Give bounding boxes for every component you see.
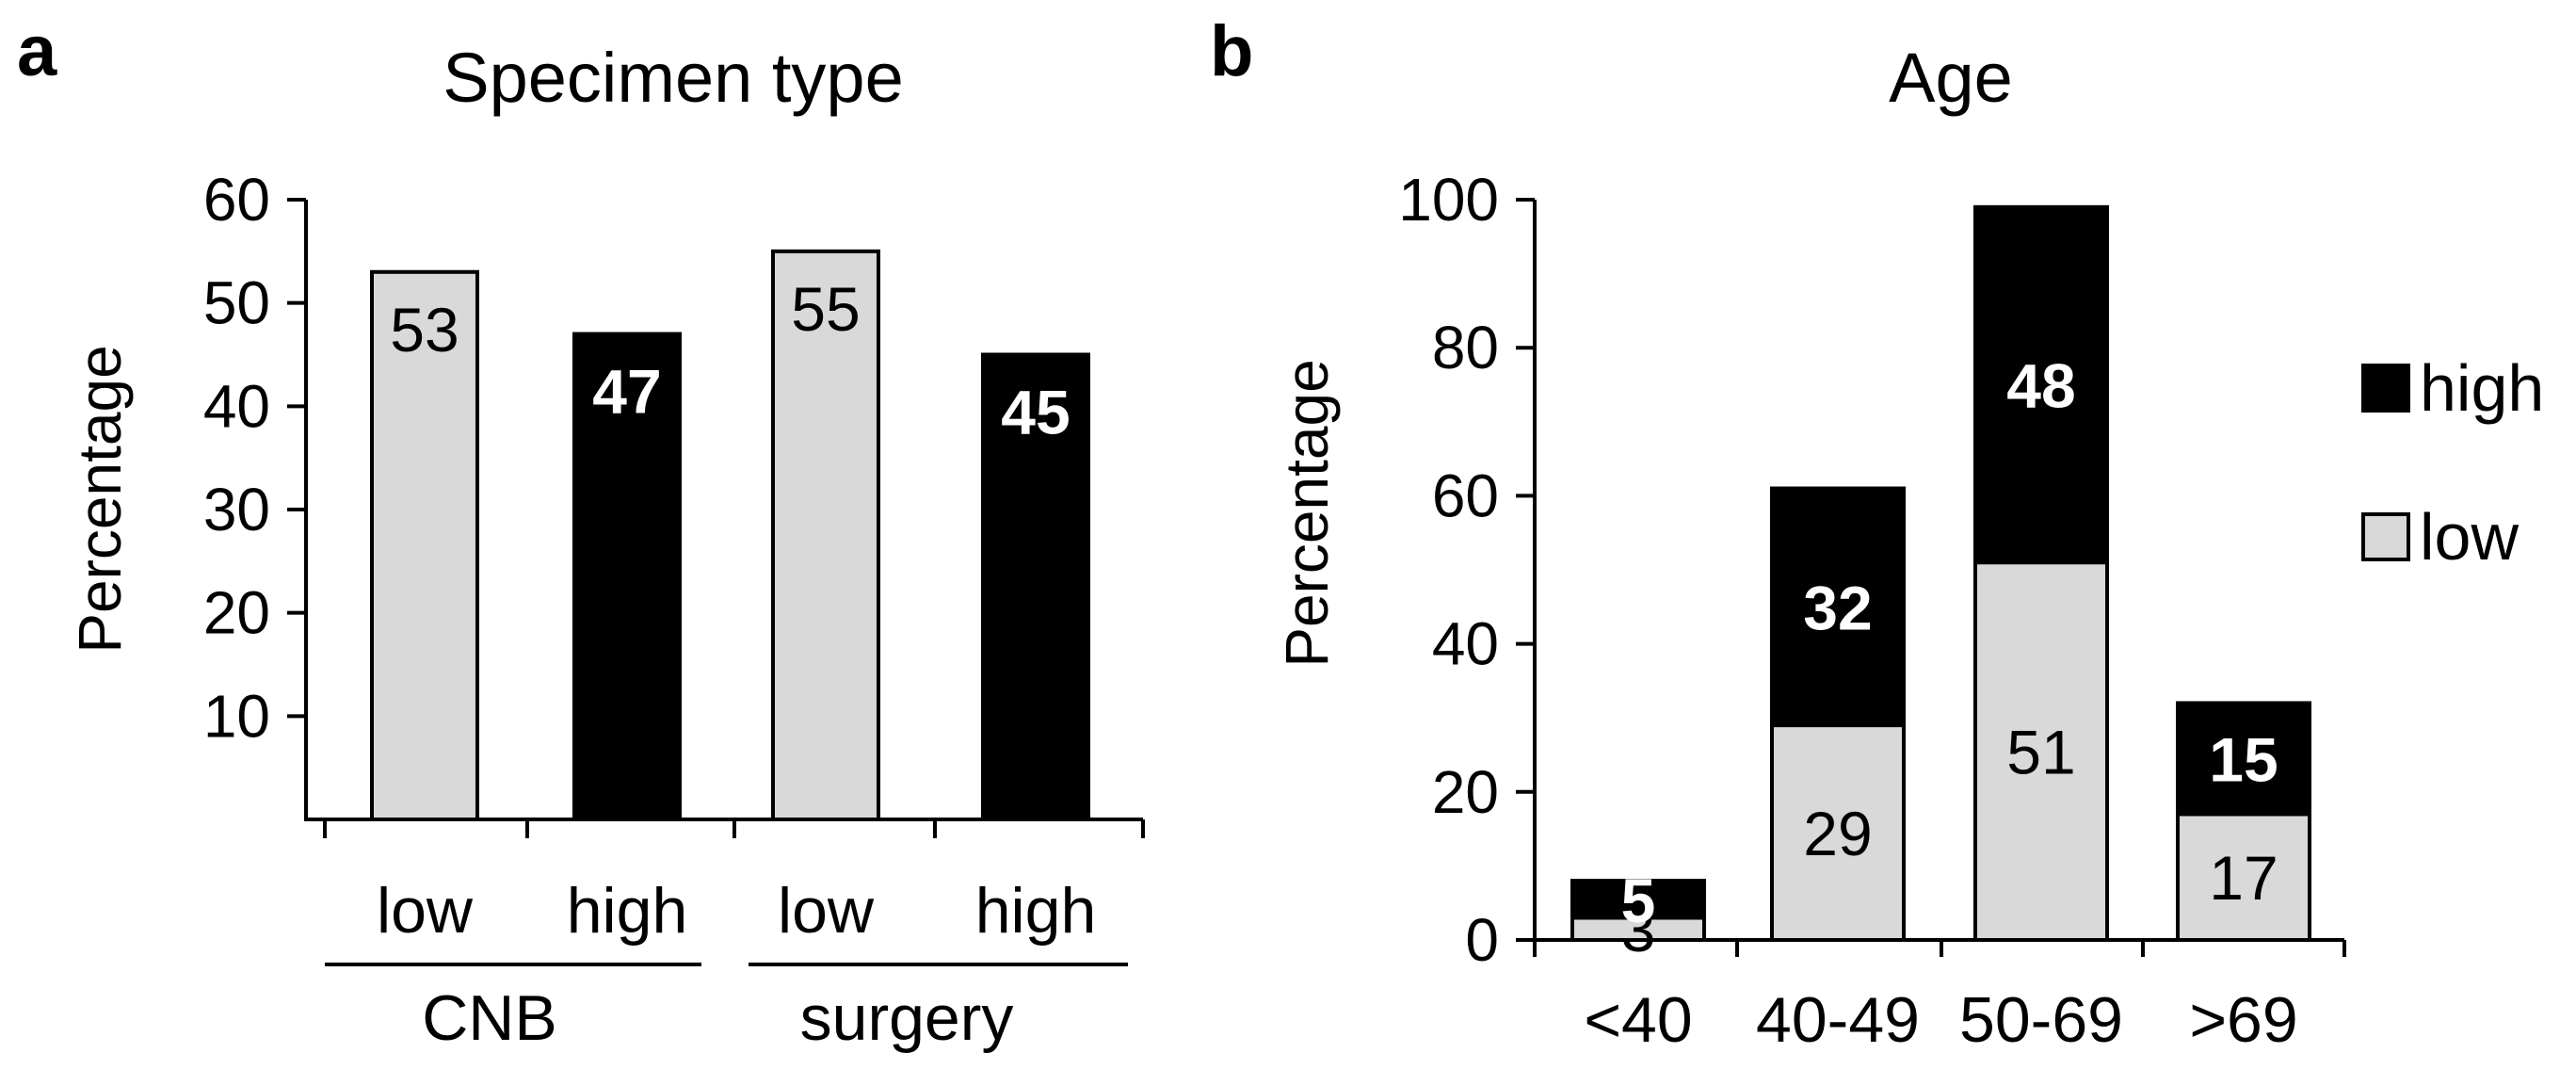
bar-value-label-low: 29 [1803,799,1872,868]
y-tick-label-a: 60 [203,166,270,234]
y-tick-label-b: 100 [1398,166,1499,234]
y-tick-label-a: 30 [203,476,270,543]
bar-value-label-low: 51 [2006,718,2075,787]
panel-a-specimen-type: a Specimen type Percentage 102030405060 … [17,11,1145,1054]
bar-value-label-high: 5 [1621,866,1656,935]
chart-title-age: Age [1889,39,2013,117]
y-tick-label-a: 20 [203,579,270,647]
bar-value-label: 47 [592,357,661,427]
y-tick-label-b: 20 [1432,758,1499,826]
x-category-label-a: low [377,875,474,947]
y-tick-label-b: 40 [1432,610,1499,678]
group-label-surgery: surgery [800,982,1014,1054]
bar-surgery-high [981,352,1090,821]
y-axis-label-b: Percentage [1273,359,1341,667]
bar-value-label-low: 3 [1621,895,1656,964]
group-label-cnb: CNB [422,982,557,1054]
y-tick-label-b: 80 [1432,314,1499,381]
stacked-bar-low [1770,723,1906,942]
y-axis-label-a: Percentage [66,345,134,653]
x-category-label-b: >69 [2189,984,2297,1056]
chart-title-specimen-type: Specimen type [443,39,904,117]
x-category-label-b: 40-49 [1756,984,1920,1056]
bar-value-label-high: 32 [1803,573,1872,642]
y-tick-label-a: 10 [203,682,270,750]
x-category-label-a: low [778,875,875,947]
stacked-bar-high [2176,701,2311,817]
legend-label-high: high [2420,351,2544,425]
stacked-bar-high [1770,486,1906,728]
bar-value-label-high: 48 [2006,351,2075,421]
y-tick-label-b: 0 [1465,906,1499,974]
x-category-label-a: high [567,875,688,947]
bar-cnb-high [572,332,682,822]
y-tick-label-a: 50 [203,269,270,337]
bar-value-label: 55 [791,274,860,344]
x-category-label-a: high [975,875,1097,947]
stacked-bar-high [1973,204,2109,565]
bar-value-label: 45 [1001,378,1070,447]
stacked-bar-high [1570,879,1706,920]
panel-letter-b: b [1210,11,1253,91]
legend-label-low: low [2420,500,2519,574]
panel-b-age: b Age Percentage 0 20 40 60 80 100 35 29 32 51 48… [1210,11,2544,1056]
y-tick-label-a: 40 [203,372,270,440]
bar-surgery-low [771,249,880,822]
legend-swatch-high [2361,364,2410,413]
bar-value-label-low: 17 [2209,843,2278,913]
bar-value-label-high: 15 [2209,724,2278,794]
legend: high low [2361,351,2544,574]
y-tick-label-b: 60 [1432,462,1499,529]
bar-cnb-low [370,269,479,821]
legend-swatch-low [2361,512,2410,561]
x-category-label-b: <40 [1584,984,1692,1056]
panel-letter-a: a [17,11,57,91]
bar-value-label: 53 [390,295,459,364]
x-category-label-b: 50-69 [1959,984,2123,1056]
